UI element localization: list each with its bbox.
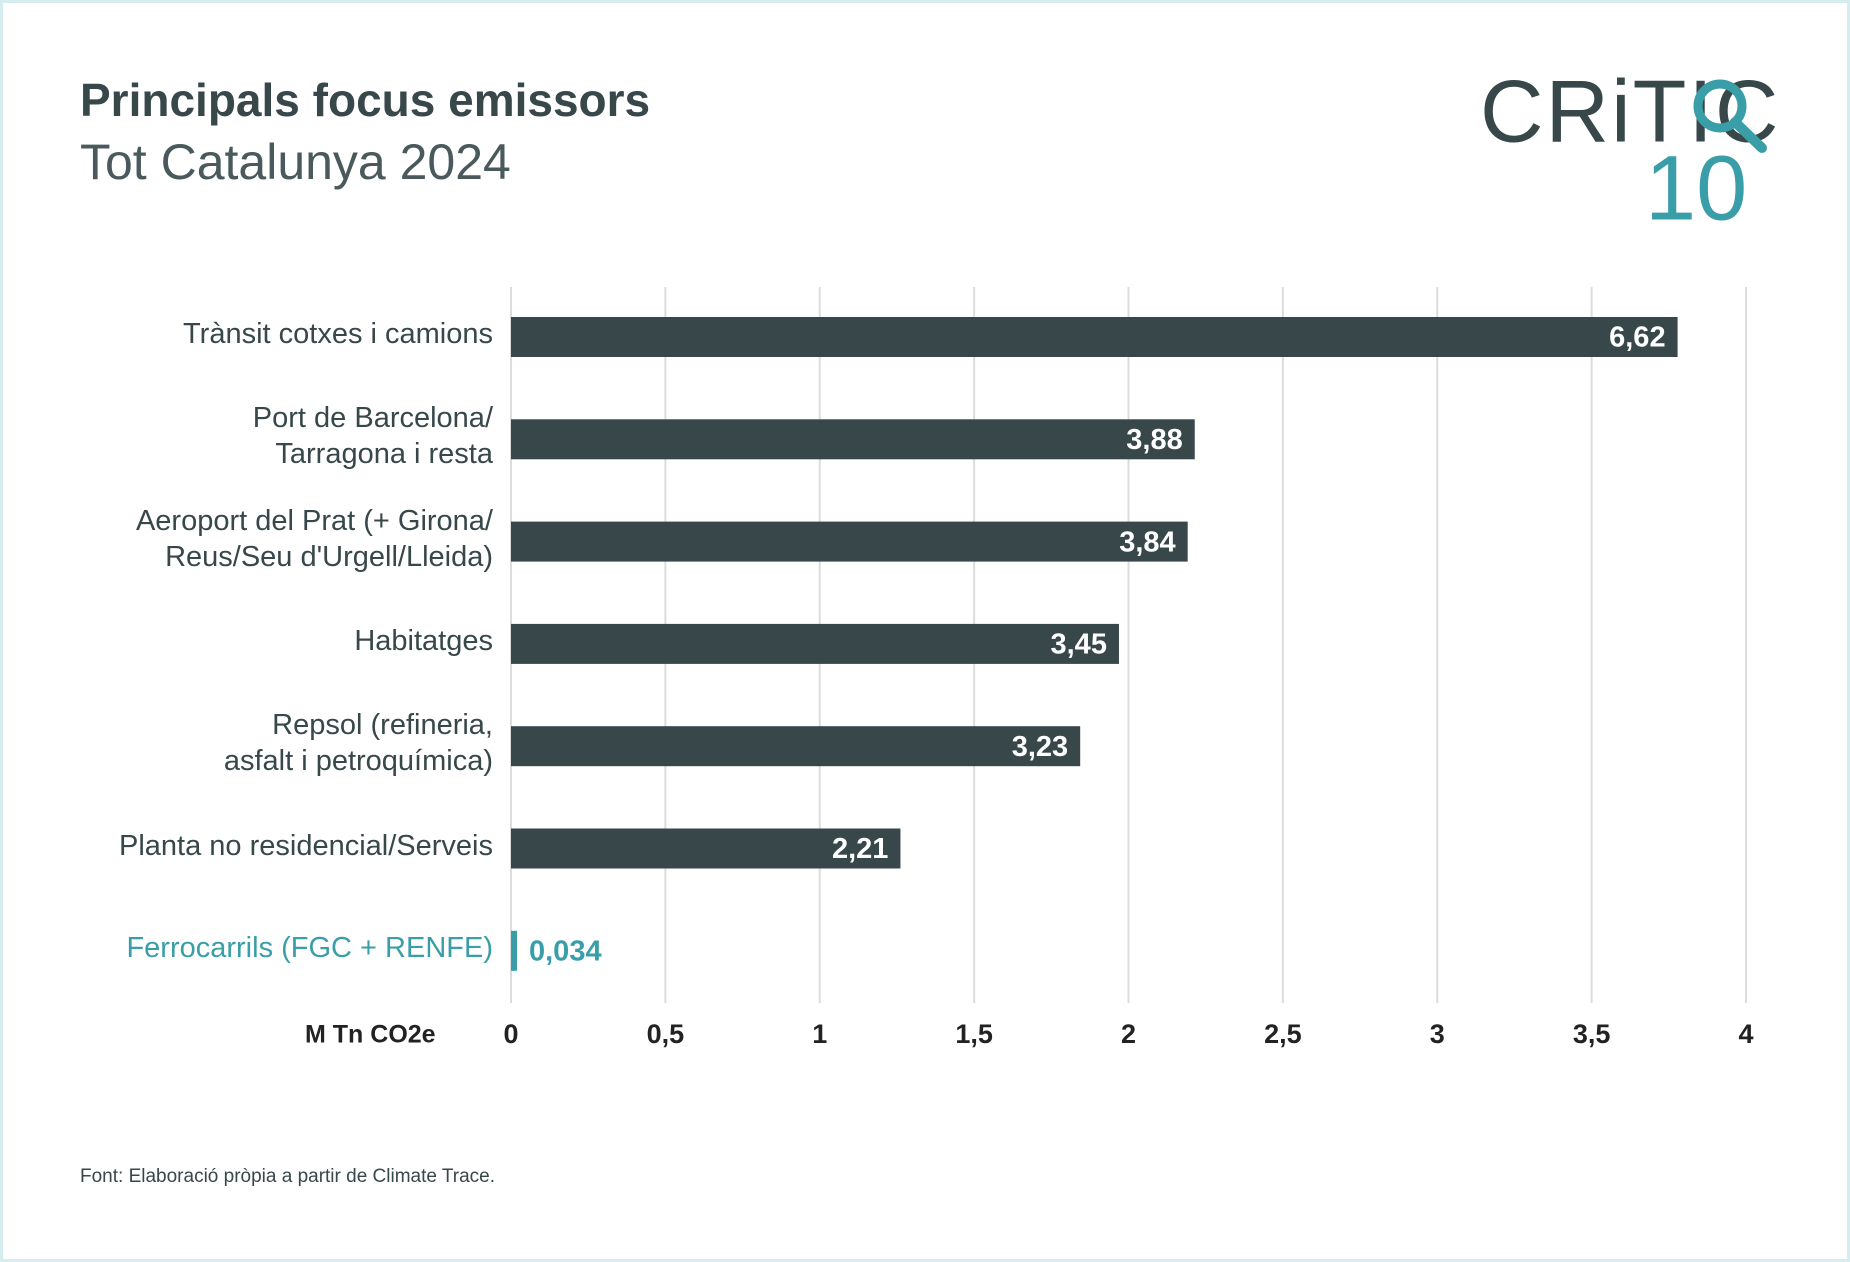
- value-label: 3,23: [1012, 731, 1068, 763]
- value-label: 3,88: [1126, 424, 1182, 456]
- x-tick-label: 1,5: [955, 1019, 993, 1049]
- category-label: Port de Barcelona/ Tarragona i resta: [252, 402, 493, 471]
- bar: [511, 317, 1678, 357]
- chart-title: Principals focus emissors: [80, 74, 650, 126]
- value-label: 3,84: [1119, 526, 1175, 558]
- logo-magnifier: [1693, 79, 1747, 133]
- value-label: 6,62: [1609, 322, 1665, 354]
- x-tick-label: 0,5: [647, 1019, 685, 1049]
- x-tick-label: 0: [503, 1019, 518, 1049]
- category-label: Habitatges: [354, 624, 493, 657]
- category-label: Repsol (refineria, asfalt i petroquímica…: [223, 709, 493, 778]
- x-axis-label: M Tn CO2e: [305, 1021, 436, 1049]
- x-tick-label: 2,5: [1264, 1019, 1302, 1049]
- bar: [511, 521, 1188, 562]
- bar: [511, 726, 1081, 767]
- category-label: Ferrocarrils (FGC + RENFE): [126, 931, 493, 964]
- value-label: 2,21: [832, 833, 888, 865]
- value-label: 0,034: [529, 935, 602, 967]
- x-tick-label: 4: [1738, 1019, 1753, 1049]
- x-tick-label: 2: [1121, 1019, 1136, 1049]
- bar: [511, 623, 1119, 664]
- logo-handle: [1730, 117, 1767, 153]
- bar: [511, 930, 517, 971]
- category-label: Trànsit cotxes i camions: [183, 318, 493, 350]
- chart-subtitle: Tot Catalunya 2024: [80, 134, 511, 190]
- x-tick-label: 3,5: [1573, 1019, 1611, 1049]
- logo-text: CRiTIC: [1480, 61, 1780, 160]
- bar: [511, 419, 1195, 460]
- category-label: Aeroport del Prat (+ Girona/ Reus/Seu d'…: [135, 504, 493, 573]
- value-label: 3,45: [1051, 629, 1107, 661]
- x-tick-label: 1: [812, 1019, 827, 1049]
- logo-sub: 10: [1645, 137, 1747, 239]
- category-label: Planta no residencial/Serveis: [119, 829, 493, 862]
- bar: [511, 828, 901, 869]
- x-tick-label: 3: [1430, 1019, 1445, 1049]
- source: Font: Elaboració pròpia a partir de Clim…: [80, 1166, 495, 1187]
